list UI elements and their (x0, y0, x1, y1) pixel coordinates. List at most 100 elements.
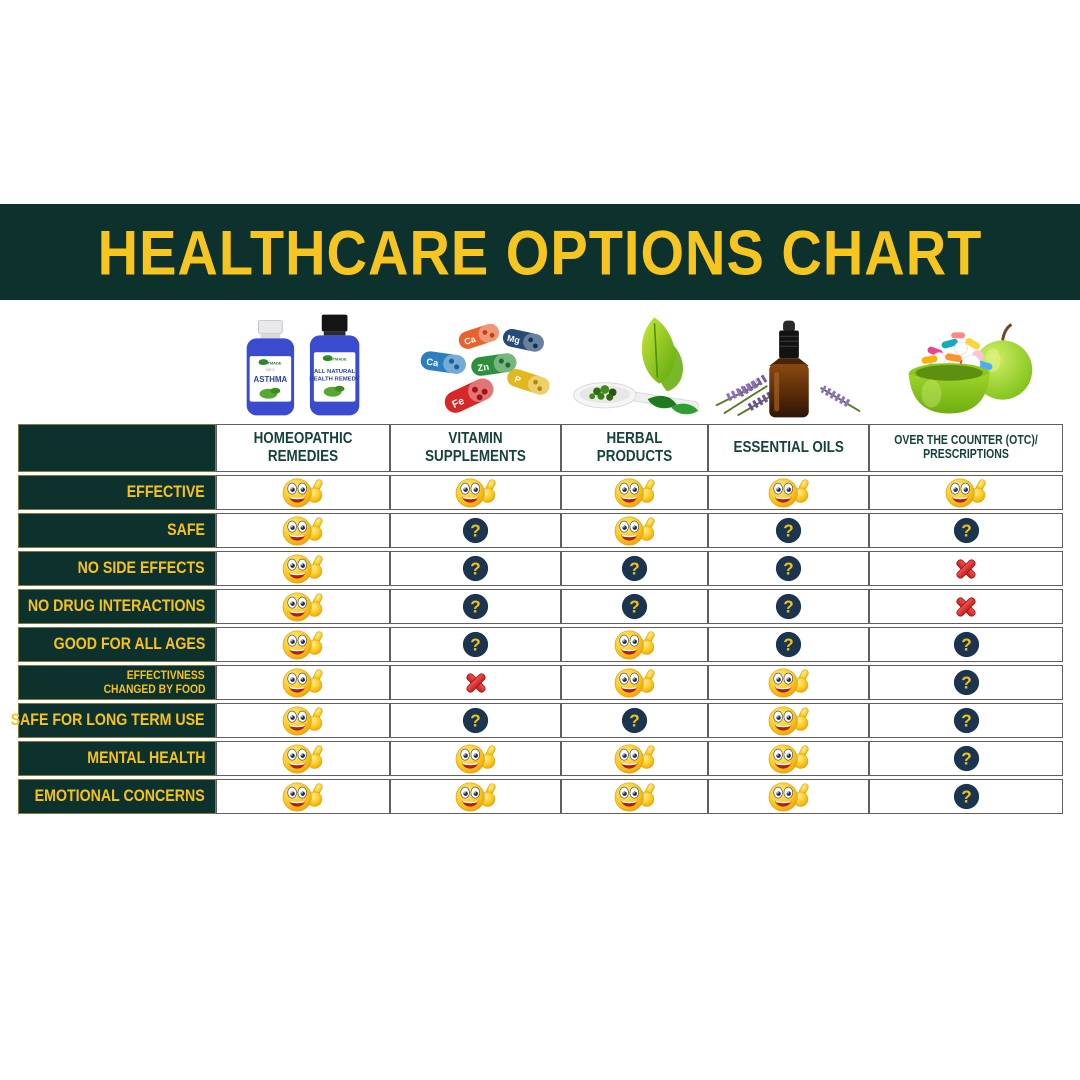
table-cell (390, 627, 561, 662)
question-mark-icon (953, 745, 980, 772)
thumbs-up-smiley-icon (281, 781, 325, 813)
row-label: NO DRUG INTERACTIONS (18, 589, 216, 624)
table-cell (390, 703, 561, 738)
table-cell (561, 589, 708, 624)
thumbs-up-smiley-icon (613, 781, 657, 813)
table-cell (216, 475, 390, 510)
table-cell (708, 475, 869, 510)
table-cell (869, 627, 1063, 662)
question-mark-icon (462, 555, 489, 582)
red-cross-icon (953, 556, 979, 582)
table-cell (561, 779, 708, 814)
table-cell (390, 665, 561, 700)
row-label-line: EFFECTIVNESS (127, 668, 205, 683)
column-header-homeopathic-remedies: HOMEOPATHIC REMEDIES (216, 424, 390, 472)
table-cell (708, 703, 869, 738)
row-label: EFFECTIVNESS CHANGED BY FOOD (18, 665, 216, 700)
homeopathic-bottles-image: BESTMADE NO 2 ASTHMA BESTMADE ALL NATURA… (246, 314, 360, 416)
table-cell (390, 513, 561, 548)
question-mark-icon (953, 517, 980, 544)
table-cell (561, 627, 708, 662)
table-cell (561, 551, 708, 586)
pills-apple-bowl-image (908, 323, 1033, 414)
thumbs-up-smiley-icon (454, 743, 498, 775)
capsule: Ca (420, 351, 466, 374)
question-mark-icon (621, 593, 648, 620)
row-label: EFFECTIVE (18, 475, 216, 510)
table-cell (216, 665, 390, 700)
svg-text:Mg: Mg (506, 333, 521, 345)
thumbs-up-smiley-icon (281, 515, 325, 547)
svg-text:BESTMADE: BESTMADE (259, 361, 281, 366)
svg-text:Ca: Ca (462, 334, 476, 347)
title-banner: HEALTHCARE OPTIONS CHART (0, 204, 1080, 300)
table-cell (216, 513, 390, 548)
table-cell (390, 589, 561, 624)
row-label: SAFE FOR LONG TERM USE (11, 703, 216, 738)
table-row: EFFECTIVE (18, 475, 1063, 510)
thumbs-up-smiley-icon (944, 477, 988, 509)
table-cell (216, 627, 390, 662)
bottle-asthma: BESTMADE NO 2 ASTHMA (246, 320, 295, 416)
corner-cell (18, 424, 216, 472)
row-label-text: EMOTIONAL CONCERNS (34, 787, 205, 805)
table-row: EFFECTIVNESS CHANGED BY FOOD (18, 665, 1063, 700)
svg-text:Fe: Fe (450, 396, 466, 411)
column-header-label: VITAMIN SUPPLEMENTS (425, 430, 526, 465)
question-mark-icon (462, 707, 489, 734)
question-mark-icon (775, 631, 802, 658)
apple-bowl (908, 363, 990, 414)
table-cell (869, 551, 1063, 586)
thumbs-up-smiley-icon (281, 629, 325, 661)
thumbs-up-smiley-icon (281, 705, 325, 737)
column-header-herbal-products: HERBAL PRODUCTS (561, 424, 708, 472)
row-label-text: NO DRUG INTERACTIONS (27, 597, 205, 615)
column-header-essential-oils: ESSENTIAL OILS (708, 424, 869, 472)
table-cell (708, 513, 869, 548)
table-cell (216, 589, 390, 624)
table-cell (869, 703, 1063, 738)
svg-text:Zn: Zn (476, 362, 489, 374)
table-cell (869, 779, 1063, 814)
column-header-label: HOMEOPATHIC REMEDIES (253, 430, 353, 465)
column-header-label: ESSENTIAL OILS (733, 439, 844, 457)
table-cell (708, 589, 869, 624)
column-header-vitamin-supplements: VITAMIN SUPPLEMENTS (390, 424, 561, 472)
question-mark-icon (462, 593, 489, 620)
table-header-row: HOMEOPATHIC REMEDIES VITAMIN SUPPLEMENTS H… (18, 424, 1063, 472)
svg-text:NO 2: NO 2 (266, 368, 274, 372)
table-cell (390, 475, 561, 510)
thumbs-up-smiley-icon (767, 667, 811, 699)
thumbs-up-smiley-icon (613, 743, 657, 775)
question-mark-icon (621, 555, 648, 582)
question-mark-icon (621, 707, 648, 734)
table-cell (708, 779, 869, 814)
row-label-text: SAFE (167, 521, 205, 539)
table-cell (869, 475, 1063, 510)
table-cell (216, 703, 390, 738)
table-cell (869, 741, 1063, 776)
table-cell (708, 741, 869, 776)
thumbs-up-smiley-icon (454, 477, 498, 509)
table-row: SAFE FOR LONG TERM USE (11, 703, 1063, 738)
svg-text:Ca: Ca (425, 357, 439, 369)
thumbs-up-smiley-icon (767, 477, 811, 509)
table-cell (390, 741, 561, 776)
thumbs-up-smiley-icon (454, 781, 498, 813)
question-mark-icon (462, 631, 489, 658)
question-mark-icon (953, 669, 980, 696)
row-label-text: NO SIDE EFFECTS (78, 559, 205, 577)
table-row: SAFE (18, 513, 1063, 548)
essential-oil-bottle-image (714, 320, 861, 418)
question-mark-icon (953, 707, 980, 734)
table-row: NO SIDE EFFECTS (18, 551, 1063, 586)
bottle-all-natural: BESTMADE ALL NATURAL HEALTH REMEDY (309, 314, 360, 416)
table-row: EMOTIONAL CONCERNS (18, 779, 1063, 814)
row-label-text: GOOD FOR ALL AGES (53, 635, 205, 653)
row-label-text: SAFE FOR LONG TERM USE (11, 711, 205, 729)
thumbs-up-smiley-icon (613, 477, 657, 509)
table-cell (708, 551, 869, 586)
table-cell (216, 741, 390, 776)
table-cell (561, 703, 708, 738)
row-label: EMOTIONAL CONCERNS (18, 779, 216, 814)
